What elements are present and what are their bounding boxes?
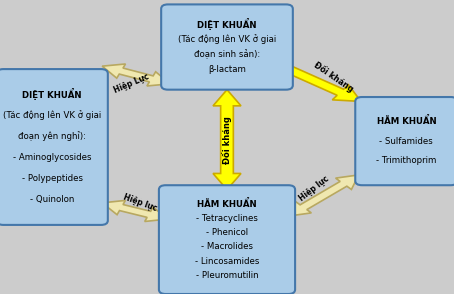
- Text: - Aminoglycosides: - Aminoglycosides: [13, 153, 91, 162]
- FancyBboxPatch shape: [355, 97, 454, 185]
- FancyBboxPatch shape: [161, 4, 293, 90]
- Text: HÃM KHUẨN: HÃM KHUẨN: [197, 199, 257, 209]
- Text: - Phenicol: - Phenicol: [206, 228, 248, 237]
- FancyBboxPatch shape: [159, 185, 295, 294]
- Text: (Tác động lên VK ở giai: (Tác động lên VK ở giai: [178, 34, 276, 44]
- Text: Đối kháng: Đối kháng: [312, 60, 355, 94]
- Text: đoạn yên nghỉ):: đoạn yên nghỉ):: [18, 131, 86, 141]
- Text: DIỆT KHUẨN: DIỆT KHUẨN: [22, 88, 82, 101]
- Text: - Quinolon: - Quinolon: [30, 195, 74, 204]
- Text: - Sulfamides: - Sulfamides: [380, 137, 433, 146]
- Text: Hiệp lực: Hiệp lực: [298, 175, 331, 203]
- Text: - Polypeptides: - Polypeptides: [22, 174, 83, 183]
- Text: đoạn sinh sản):: đoạn sinh sản):: [194, 50, 260, 60]
- Text: (Tác động lên VK ở giai: (Tác động lên VK ở giai: [3, 111, 101, 121]
- Text: HÃM KHUẨN: HÃM KHUẨN: [376, 116, 436, 126]
- Text: Hiệp lực: Hiệp lực: [122, 193, 158, 213]
- Polygon shape: [213, 90, 241, 190]
- FancyBboxPatch shape: [0, 69, 108, 225]
- Text: - Macrolides: - Macrolides: [201, 242, 253, 251]
- Polygon shape: [102, 64, 170, 86]
- Text: - Lincosamides: - Lincosamides: [195, 257, 259, 265]
- Polygon shape: [285, 66, 361, 101]
- Text: Đối kháng: Đối kháng: [222, 116, 232, 163]
- Text: β-lactam: β-lactam: [208, 66, 246, 74]
- Polygon shape: [102, 201, 168, 221]
- Polygon shape: [288, 175, 359, 216]
- Text: DIỆT KHUẨN: DIỆT KHUẨN: [197, 18, 257, 30]
- Text: - Pleuromutilin: - Pleuromutilin: [196, 271, 258, 280]
- Text: - Trimithoprim: - Trimithoprim: [376, 156, 436, 166]
- Text: Hiệp Lực: Hiệp Lực: [112, 72, 150, 95]
- Text: - Tetracyclines: - Tetracyclines: [196, 214, 258, 223]
